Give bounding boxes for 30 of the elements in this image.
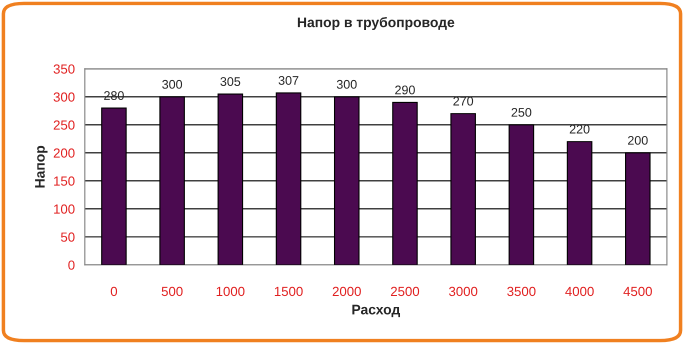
data-label: 300 xyxy=(162,80,182,89)
y-tick-label: 0 xyxy=(68,260,75,270)
x-tick-label: 2000 xyxy=(332,286,361,296)
data-label: 220 xyxy=(570,124,590,134)
x-tick-label: 500 xyxy=(162,286,183,296)
y-axis-title: Напор xyxy=(35,146,48,188)
data-label: 200 xyxy=(628,136,648,145)
y-tick-label: 50 xyxy=(60,232,75,242)
x-tick-label: 0 xyxy=(110,286,118,296)
data-label: 305 xyxy=(220,77,240,86)
y-tick-label: 150 xyxy=(54,176,75,186)
data-label: 307 xyxy=(278,76,298,85)
data-label: 300 xyxy=(336,80,357,89)
y-tick-label: 200 xyxy=(54,148,75,158)
y-tick-label: 100 xyxy=(54,204,75,214)
data-label: 250 xyxy=(512,108,532,117)
chart-title: Напор в трубопроводе xyxy=(298,16,454,30)
x-axis-title: Расход xyxy=(352,304,400,318)
x-tick-label: 3000 xyxy=(449,286,478,296)
x-tick-label: 1000 xyxy=(216,286,244,296)
y-tick-label: 250 xyxy=(54,120,75,130)
x-tick-label: 4500 xyxy=(623,286,652,296)
y-tick-label: 300 xyxy=(54,92,75,102)
data-label: 290 xyxy=(395,86,415,94)
x-tick-label: 1500 xyxy=(274,286,303,296)
x-tick-label: 3500 xyxy=(507,286,536,296)
data-label: 270 xyxy=(453,96,474,106)
x-tick-label: 2500 xyxy=(390,286,420,296)
x-tick-label: 4000 xyxy=(565,286,594,296)
y-tick-label: 350 xyxy=(54,64,75,74)
